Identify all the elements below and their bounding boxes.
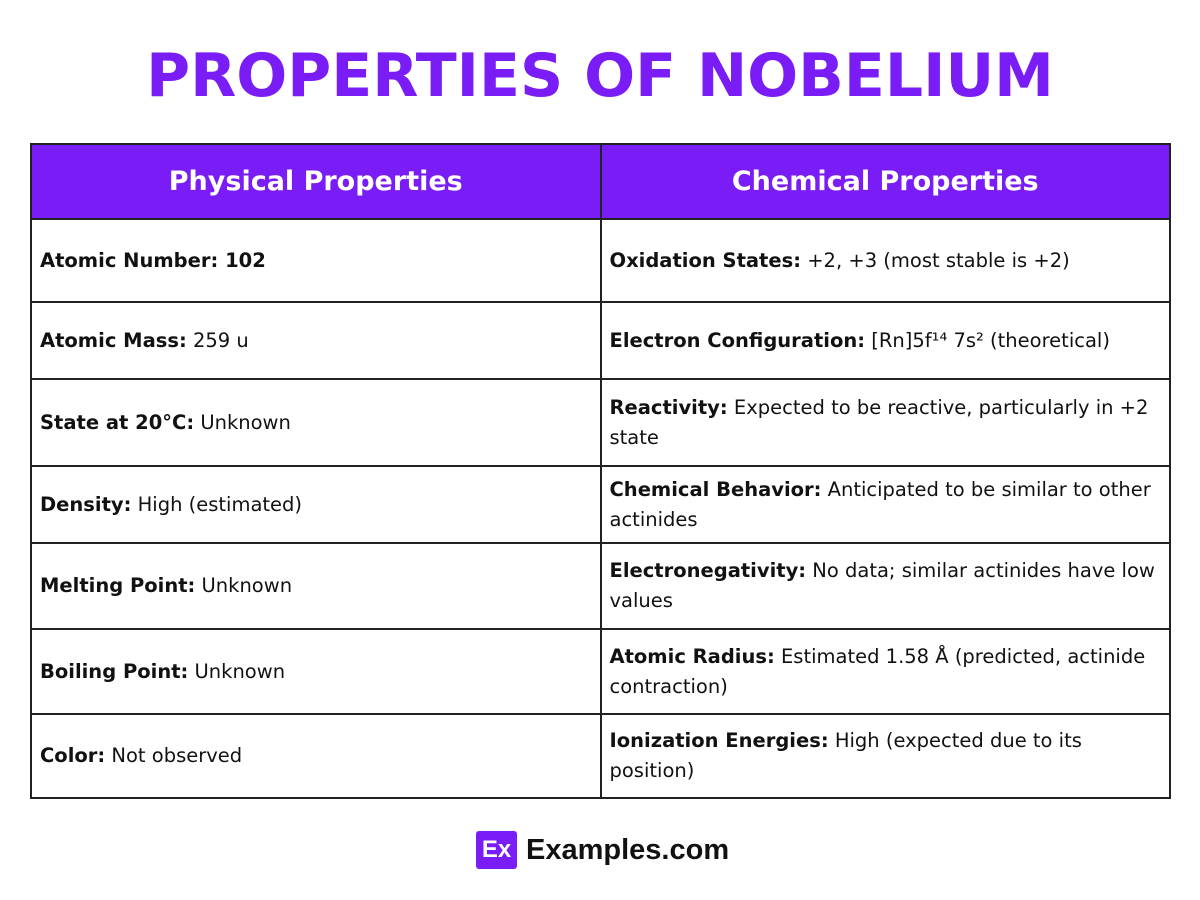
cell-physical: Color: Not observed	[30, 713, 602, 799]
cell-chemical: Electron Configuration: [Rn]5f¹⁴ 7s² (th…	[599, 301, 1171, 380]
property-value: High (expected due to its position)	[609, 729, 1082, 782]
cell-chemical: Atomic Radius: Estimated 1.58 Å (predict…	[599, 628, 1171, 715]
property-value: [Rn]5f¹⁴ 7s² (theoretical)	[865, 328, 1110, 352]
property-label: Chemical Behavior:	[609, 477, 822, 501]
property-value: Not observed	[105, 744, 243, 767]
header-physical: Physical Properties	[30, 143, 602, 220]
property-value: 259 u	[186, 328, 249, 352]
cell-physical: Melting Point: Unknown	[30, 542, 602, 630]
cell-physical: Atomic Number: 102	[30, 218, 602, 303]
property-label: Electron Configuration:	[609, 328, 866, 352]
property-label: Atomic Radius:	[609, 644, 775, 668]
property-label: Reactivity:	[609, 395, 728, 419]
property-label: Atomic Number: 102	[40, 248, 266, 272]
table-row: Color: Not observed Ionization Energies: …	[30, 713, 1171, 799]
cell-chemical: Oxidation States: +2, +3 (most stable is…	[599, 218, 1171, 303]
property-value: High (estimated)	[131, 492, 303, 516]
property-value: Unknown	[195, 574, 293, 597]
property-value: Estimated 1.58 Å (predicted, actinide co…	[609, 644, 1146, 698]
table-row: Boiling Point: Unknown Atomic Radius: Est…	[30, 628, 1171, 715]
header-chemical: Chemical Properties	[599, 143, 1171, 220]
examples-logo: Ex Examples.com	[476, 831, 729, 869]
property-label: Density:	[40, 492, 132, 516]
property-value: Unknown	[188, 659, 286, 683]
logo-mark: Ex	[476, 831, 517, 869]
table-row: Density: High (estimated) Chemical Behavi…	[30, 465, 1171, 544]
cell-physical: Atomic Mass: 259 u	[30, 301, 602, 380]
property-label: State at 20°C:	[40, 410, 195, 434]
table-row: Melting Point: Unknown Electronegativity:…	[30, 542, 1171, 630]
property-label: Oxidation States:	[609, 248, 802, 272]
cell-chemical: Chemical Behavior: Anticipated to be sim…	[599, 465, 1171, 544]
property-label: Ionization Energies:	[609, 729, 829, 752]
table-row: State at 20°C: Unknown Reactivity: Expect…	[30, 378, 1171, 467]
table-header-row: Physical Properties Chemical Properties	[30, 143, 1171, 220]
property-value: Anticipated to be similar to other actin…	[609, 477, 1151, 531]
property-label: Melting Point:	[40, 574, 196, 597]
page-title: PROPERTIES OF NOBELIUM	[146, 41, 1054, 111]
cell-physical: State at 20°C: Unknown	[30, 378, 602, 467]
cell-chemical: Reactivity: Expected to be reactive, par…	[599, 378, 1171, 467]
properties-table: Physical Properties Chemical Properties …	[30, 143, 1171, 799]
property-value: No data; similar actinides have low valu…	[609, 559, 1155, 612]
cell-chemical: Electronegativity: No data; similar acti…	[599, 542, 1171, 630]
cell-physical: Density: High (estimated)	[30, 465, 602, 544]
cell-chemical: Ionization Energies: High (expected due …	[599, 713, 1171, 799]
table-row: Atomic Mass: 259 u Electron Configuration…	[30, 301, 1171, 380]
property-label: Electronegativity:	[609, 559, 807, 582]
property-label: Atomic Mass:	[40, 328, 187, 352]
cell-physical: Boiling Point: Unknown	[30, 628, 602, 715]
property-label: Color:	[40, 744, 106, 767]
property-value: Unknown	[194, 410, 291, 434]
property-value: +2, +3 (most stable is +2)	[801, 248, 1070, 272]
logo-text: Examples.com	[526, 833, 730, 866]
property-label: Boiling Point:	[40, 659, 189, 683]
property-value: Expected to be reactive, particularly in…	[609, 395, 1149, 449]
table-row: Atomic Number: 102 Oxidation States: +2, …	[30, 218, 1171, 303]
